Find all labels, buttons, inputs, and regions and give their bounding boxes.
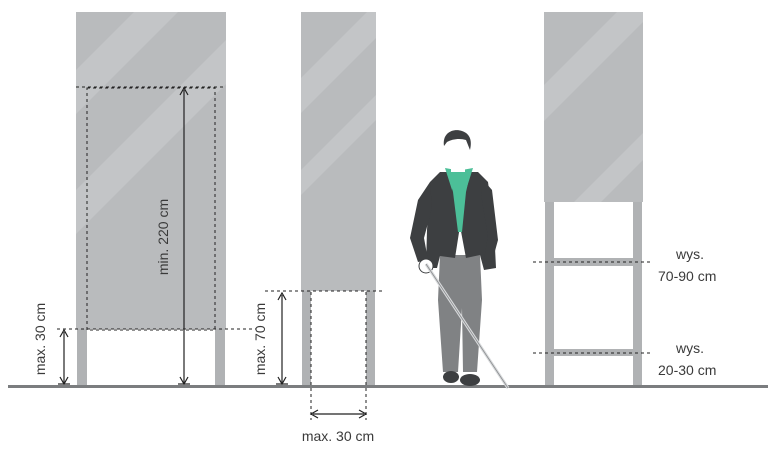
hair — [443, 130, 471, 150]
label-range-70-90: 70-90 cm — [658, 268, 716, 284]
sign-left-post-right — [215, 320, 225, 385]
sign-right-post-left — [545, 200, 554, 385]
label-max-30-bottom: max. 30 cm — [302, 428, 374, 444]
collar-right — [462, 168, 473, 190]
neck — [451, 160, 465, 172]
sign-left — [57, 12, 256, 385]
sign-middle-post-right — [366, 290, 375, 385]
blind-pedestrian-icon — [410, 130, 510, 389]
sign-middle-post-left — [302, 290, 311, 385]
head — [445, 133, 469, 163]
arm-left — [410, 182, 432, 262]
sign-left-glare-2 — [76, 40, 226, 234]
label-max-70: max. 70 cm — [252, 303, 268, 375]
label-min-220: min. 220 cm — [155, 199, 171, 275]
label-wys-2: wys. — [675, 340, 704, 356]
sign-right-glare-2 — [574, 133, 643, 202]
sign-left-post-left — [77, 320, 87, 385]
label-wys-1: wys. — [675, 246, 704, 262]
ground-line — [8, 385, 768, 388]
dimension-max-30-bottom: max. 30 cm — [302, 409, 374, 444]
sign-left-dashed-area — [86, 87, 216, 331]
arm-right — [480, 176, 498, 262]
dimension-min-220: min. 220 cm — [155, 86, 190, 386]
sign-right-glare — [544, 12, 643, 121]
shoe-right — [460, 374, 480, 386]
sign-middle-glare-2 — [301, 95, 376, 195]
label-max-30-left: max. 30 cm — [32, 303, 48, 375]
collar-left — [445, 168, 456, 190]
label-range-20-30: 20-30 cm — [658, 362, 716, 378]
dimension-max-30-left: max. 30 cm — [32, 303, 70, 386]
shoe-left — [443, 371, 459, 383]
shirt — [447, 170, 471, 232]
sign-middle — [265, 12, 383, 420]
sign-middle-glare — [301, 12, 376, 113]
sign-right-post-right — [633, 200, 642, 385]
dimension-max-70: max. 70 cm — [252, 291, 288, 386]
sign-right — [533, 12, 652, 385]
